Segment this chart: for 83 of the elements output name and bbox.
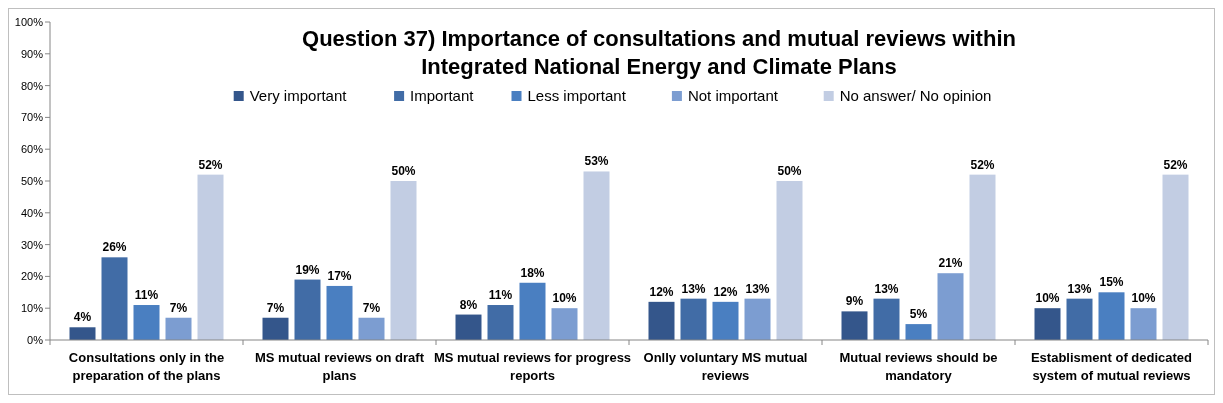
y-tick-label: 0% <box>27 334 44 346</box>
bar <box>294 279 321 340</box>
bar <box>841 311 868 340</box>
x-tick-label: Consultations only in the preparation of the plans <box>68 350 225 383</box>
x-tick-label: MS mutual reviews on draft plans <box>254 350 425 383</box>
data-label: 13% <box>1067 281 1092 296</box>
y-tick-label: 70% <box>20 111 44 124</box>
bar <box>583 171 610 340</box>
data-label: 11% <box>134 288 159 303</box>
bar <box>519 282 546 340</box>
data-label: 9% <box>845 294 864 309</box>
bar <box>551 308 578 340</box>
data-label: 53% <box>584 154 609 169</box>
bar <box>905 324 932 340</box>
data-label: 10% <box>1131 291 1156 306</box>
data-label: 5% <box>909 307 928 322</box>
legend-label: Important <box>410 87 475 104</box>
bar <box>1162 174 1189 340</box>
y-tick-label: 100% <box>14 16 44 28</box>
y-tick-label: 40% <box>20 206 44 219</box>
data-label: 50% <box>777 164 802 178</box>
text: Question 37) Importance of consultations and mutual reviews within Integrated National Energy and Climate Plans <box>302 26 1016 79</box>
y-tick-label: 30% <box>20 238 44 251</box>
data-label: 13% <box>681 281 706 296</box>
y-tick-label: 80% <box>20 79 44 92</box>
y-tick-label: 60% <box>20 143 44 156</box>
data-label: 7% <box>362 300 381 315</box>
legend-label: Very important <box>249 87 348 104</box>
bar <box>262 317 289 340</box>
y-tick-label: 10% <box>20 302 44 315</box>
bar <box>487 305 514 340</box>
data-label: 10% <box>552 291 577 306</box>
bar <box>776 181 803 340</box>
data-label: 52% <box>1163 157 1188 172</box>
x-tick-label: Mutual reviews should be mandatory <box>839 350 998 383</box>
data-label: 8% <box>459 297 478 312</box>
bar <box>969 174 996 340</box>
data-label: 13% <box>745 281 770 296</box>
data-label: 52% <box>970 157 995 172</box>
bar <box>1130 308 1157 340</box>
y-tick-label: 50% <box>20 175 44 187</box>
data-label: 15% <box>1099 275 1124 290</box>
data-label: 11% <box>488 288 513 303</box>
data-label: 13% <box>874 281 899 296</box>
bar <box>1034 308 1061 340</box>
legend-label: Less important <box>527 87 627 104</box>
bar <box>680 298 707 340</box>
data-label: 18% <box>520 265 545 280</box>
bar <box>744 298 771 340</box>
bar <box>133 305 160 340</box>
bar <box>326 285 353 340</box>
data-label: 10% <box>1035 291 1060 306</box>
data-label: 17% <box>327 268 352 283</box>
bar <box>648 301 675 340</box>
data-label: 7% <box>266 300 285 315</box>
data-label: 21% <box>938 256 963 271</box>
data-label: 4% <box>73 310 92 325</box>
data-label: 12% <box>713 284 738 299</box>
bar <box>69 327 96 340</box>
bar <box>358 317 385 340</box>
data-label: 12% <box>649 284 674 299</box>
data-label: 50% <box>391 164 416 178</box>
data-label: 19% <box>295 262 320 277</box>
data-label: 7% <box>169 300 188 315</box>
x-tick-label: Establisment of dedicated system of mutual reviews <box>1030 350 1193 383</box>
bar <box>197 174 224 340</box>
bar <box>873 298 900 340</box>
legend-label: Not important <box>687 87 779 104</box>
bar <box>712 301 739 340</box>
bar <box>390 181 417 340</box>
legend-label: No answer/ No opinion <box>839 87 992 104</box>
bar <box>101 257 128 340</box>
bar <box>165 317 192 340</box>
bar <box>1066 298 1093 340</box>
bar <box>937 273 964 340</box>
x-tick-label: Onlly voluntary MS mutual reviews <box>643 350 808 383</box>
x-tick-label: MS mutual reviews for progress reports <box>433 350 632 383</box>
bar <box>1098 292 1125 340</box>
y-tick-label: 90% <box>20 47 44 60</box>
y-tick-label: 20% <box>20 270 44 283</box>
data-label: 26% <box>102 240 127 255</box>
data-label: 52% <box>198 157 223 172</box>
bar <box>455 314 482 340</box>
